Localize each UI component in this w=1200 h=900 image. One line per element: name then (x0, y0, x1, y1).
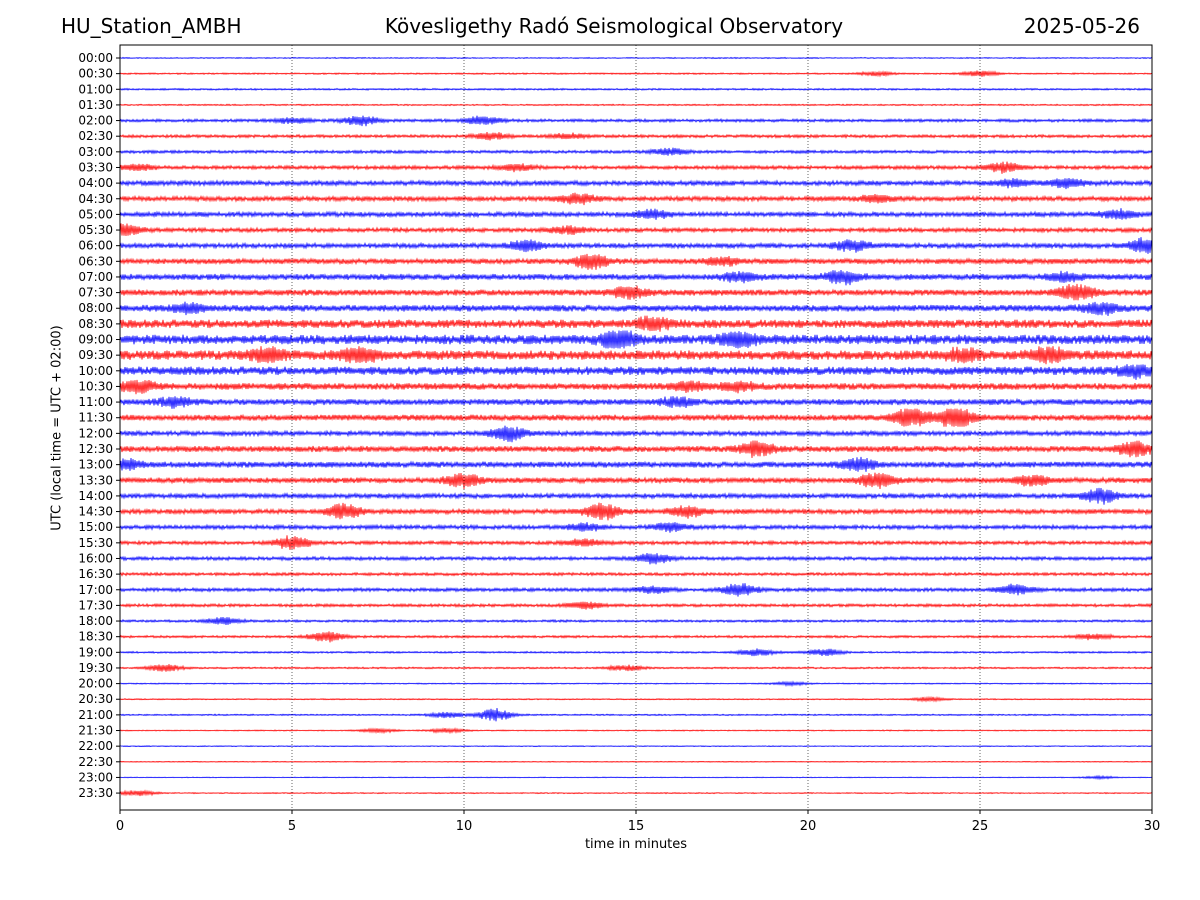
trace-1300 (119, 456, 1153, 472)
x-tick-label: 5 (288, 819, 296, 834)
trace-1830 (119, 631, 1153, 643)
trace-2200 (119, 745, 1153, 748)
y-tick-label: 08:00 (78, 301, 113, 315)
y-tick-label: 21:00 (78, 708, 113, 722)
trace-0100 (119, 87, 1153, 92)
y-tick-label: 23:30 (78, 786, 113, 800)
trace-1330 (119, 472, 1153, 490)
trace-0300 (119, 147, 1153, 156)
y-tick-label: 18:30 (78, 630, 113, 644)
trace-0000 (119, 56, 1153, 60)
y-tick-label: 14:30 (78, 505, 113, 519)
y-tick-label: 09:00 (78, 333, 113, 347)
y-axis-label: UTC (local time = UTC + 02:00) (49, 325, 65, 531)
y-tick-label: 13:30 (78, 473, 113, 487)
trace-1230 (119, 440, 1153, 459)
trace-2100 (119, 707, 1153, 722)
y-tick-label: 06:00 (78, 239, 113, 253)
trace-1730 (119, 601, 1153, 610)
trace-1100 (119, 396, 1153, 409)
y-tick-label: 19:30 (78, 661, 113, 675)
x-tick-label: 20 (800, 819, 817, 834)
y-tick-label: 07:00 (78, 270, 113, 284)
y-tick-label: 03:30 (78, 160, 113, 174)
x-tick-label: 0 (116, 819, 124, 834)
y-tick-label: 08:30 (78, 317, 113, 331)
x-axis-label: time in minutes (584, 837, 688, 852)
y-tick-label: 17:30 (78, 598, 113, 612)
y-tick-label: 16:00 (78, 551, 113, 565)
y-tick-label: 16:30 (78, 567, 113, 581)
trace-2130 (119, 727, 1153, 735)
trace-1430 (119, 502, 1153, 521)
y-tick-label: 04:30 (78, 192, 113, 206)
y-tick-label: 19:00 (78, 645, 113, 659)
observatory-title: Kövesligethy Radó Seismological Observat… (384, 14, 844, 38)
y-tick-label: 22:30 (78, 755, 113, 769)
grid-lines (291, 45, 981, 810)
trace-1930 (119, 664, 1153, 672)
y-tick-label: 21:30 (78, 724, 113, 738)
trace-1200 (119, 425, 1153, 443)
trace-0230 (119, 131, 1153, 141)
y-tick-label: 13:00 (78, 458, 113, 472)
trace-1900 (119, 648, 1153, 657)
y-tick-label: 15:30 (78, 536, 113, 550)
date-label: 2025-05-26 (1023, 14, 1140, 38)
y-tick-label: 10:00 (78, 364, 113, 378)
x-ticks: 0 5 10 15 20 25 30 (116, 810, 1160, 834)
trace-1630 (119, 571, 1153, 577)
y-tick-label: 05:30 (78, 223, 113, 237)
y-tick-label: 01:30 (78, 98, 113, 112)
y-tick-label: 18:00 (78, 614, 113, 628)
trace-2000 (119, 680, 1153, 688)
y-tick-label: 23:00 (78, 770, 113, 784)
y-tick-label: 15:00 (78, 520, 113, 534)
y-tick-label: 12:30 (78, 442, 113, 456)
trace-2330 (119, 789, 1153, 797)
y-tick-label: 03:00 (78, 145, 113, 159)
y-tick-label: 01:00 (78, 82, 113, 96)
trace-0400 (119, 177, 1153, 190)
trace-0030 (119, 70, 1153, 78)
y-tick-label: 17:00 (78, 583, 113, 597)
y-tick-label: 04:00 (78, 176, 113, 190)
y-tick-label: 02:00 (78, 114, 113, 128)
y-tick-label: 00:30 (78, 67, 113, 81)
trace-0430 (119, 192, 1153, 206)
x-tick-label: 10 (456, 819, 473, 834)
y-tick-label: 11:00 (78, 395, 113, 409)
y-tick-label: 10:30 (78, 379, 113, 393)
trace-1600 (119, 552, 1153, 565)
trace-0630 (119, 253, 1153, 270)
trace-1000 (119, 364, 1153, 380)
trace-0600 (119, 237, 1153, 254)
x-tick-label: 15 (628, 819, 645, 834)
y-tick-label: 05:00 (78, 207, 113, 221)
y-tick-label: 14:00 (78, 489, 113, 503)
trace-1400 (119, 487, 1153, 505)
x-tick-label: 25 (972, 819, 989, 834)
y-tick-label: 11:30 (78, 411, 113, 425)
y-tick-label: 09:30 (78, 348, 113, 362)
y-tick-label: 00:00 (78, 51, 113, 65)
y-tick-label: 06:30 (78, 254, 113, 268)
x-tick-label: 30 (1144, 819, 1161, 834)
y-tick-label: 02:30 (78, 129, 113, 143)
station-name: HU_Station_AMBH (61, 14, 242, 38)
y-tick-label: 07:30 (78, 286, 113, 300)
y-tick-label: 20:00 (78, 677, 113, 691)
y-tick-label: 12:00 (78, 426, 113, 440)
trace-0700 (119, 269, 1153, 286)
y-tick-label: 20:30 (78, 692, 113, 706)
y-tick-label: 22:00 (78, 739, 113, 753)
